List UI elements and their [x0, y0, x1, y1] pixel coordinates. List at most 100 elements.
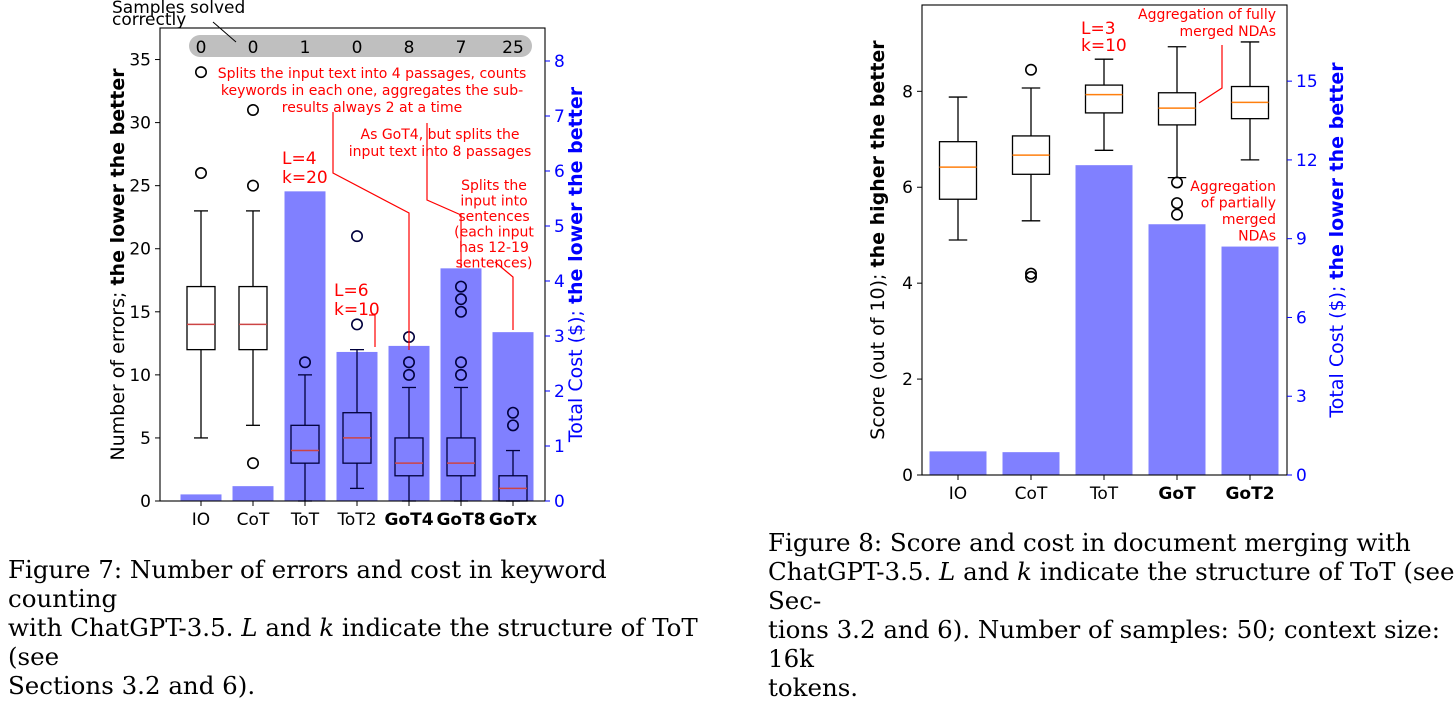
fig8-cost-bar	[1221, 246, 1279, 475]
fig8-x-tick-label: GoT	[1158, 484, 1196, 504]
fig7-x-tick-label: ToT2	[336, 510, 376, 530]
fig7-outlier	[402, 356, 415, 369]
fig8-outlier	[1025, 267, 1038, 280]
annotation-line: input into	[460, 194, 527, 210]
fig7-outlier	[506, 406, 519, 419]
annotation-line: sentences)	[456, 256, 533, 272]
fig7-left-axis-label: Number of errors; the lower the better	[107, 68, 129, 461]
fig7-outlier	[247, 179, 260, 192]
annotation-line: results always 2 at a time	[282, 100, 462, 116]
fig7-cost-bar	[180, 494, 222, 501]
fig7-outlier	[454, 368, 467, 381]
fig7-left-tick-label: 25	[129, 177, 151, 197]
fig7-right-tick-label: 8	[554, 52, 565, 72]
fig8-outlier	[1171, 197, 1184, 210]
fig8-right-tick-label: 15	[1296, 72, 1318, 92]
fig7-right-tick-label: 7	[554, 107, 565, 127]
fig8-right-tick-label: 12	[1296, 151, 1318, 171]
fig8-right-tick-label: 0	[1296, 466, 1307, 486]
fig7-outlier	[454, 293, 467, 306]
fig8-outlier	[1025, 63, 1038, 76]
tot-structure-label: k=10	[334, 300, 380, 320]
got4-pointer	[332, 112, 410, 350]
fig7-outlier	[195, 167, 208, 180]
fig7-outlier	[402, 368, 415, 381]
annotation-line: (each input	[454, 225, 534, 241]
fig7-outlier	[247, 103, 260, 116]
fig7-right-tick-label: 5	[554, 217, 565, 237]
fig7-outlier	[454, 280, 467, 293]
fig7-outlier	[350, 318, 363, 331]
got8-pointer	[426, 123, 462, 268]
fig8-cost-bar	[1002, 452, 1060, 475]
caption-7-line-3: Sections 3.2 and 6).	[8, 671, 256, 700]
fig7-outlier	[506, 419, 519, 432]
fig8-outlier	[1171, 176, 1184, 189]
tot-structure-label: k=20	[282, 168, 328, 188]
annotation-line: merged NDAs	[1180, 24, 1276, 40]
gotx-pointer	[494, 261, 514, 330]
annotation-line: Splits the	[461, 178, 527, 194]
caption-figure-7: Figure 7: Number of errors and cost in k…	[8, 555, 698, 700]
caption-7-line-2-pre: with ChatGPT-3.5.	[8, 613, 242, 642]
fig7-outlier	[350, 230, 363, 243]
fig7-outlier	[195, 66, 208, 79]
caption-8-and: and	[955, 557, 1017, 586]
tot-structure-label: k=10	[1081, 36, 1127, 56]
samples-solved-band	[189, 35, 532, 57]
fig7-box	[394, 437, 424, 477]
fig7-left-tick-label: 30	[129, 114, 151, 134]
fig7-left-tick-label: 15	[129, 303, 151, 323]
samples-label-line-1: Samples solved	[112, 0, 245, 18]
tot-structure-label: L=3	[1081, 19, 1116, 39]
fig8-left-tick-label: 6	[902, 178, 913, 198]
fig7-right-tick-label: 3	[554, 327, 565, 347]
fig8-cost-bar	[1148, 224, 1206, 475]
fig7-right-tick-label: 0	[554, 492, 565, 512]
fig8-outlier	[1171, 208, 1184, 221]
annotation-line: sentences	[458, 209, 529, 225]
caption-8-line-1: Figure 8: Score and cost in document mer…	[768, 528, 1411, 557]
fig7-x-tick-label: GoTx	[489, 510, 537, 530]
tot-structure-label: L=4	[282, 149, 317, 169]
fig7-right-tick-label: 2	[554, 382, 565, 402]
fig7-box	[238, 285, 268, 351]
fig8-left-tick-label: 8	[902, 82, 913, 102]
fig7-x-tick-label: ToT	[290, 510, 320, 530]
fig8-x-tick-label: ToT	[1089, 484, 1119, 504]
tot2-pointer	[369, 314, 376, 347]
caption-8-L: L	[939, 557, 956, 586]
annotation-line: As GoT4, but splits the	[361, 127, 520, 143]
samples-solved-value: 0	[196, 38, 207, 58]
fig7-right-tick-label: 4	[554, 272, 565, 292]
tot-structure-label: L=6	[334, 281, 369, 301]
fig7-frame	[159, 27, 546, 502]
fig7-left-tick-label: 5	[140, 429, 151, 449]
fig8-left-tick-label: 4	[902, 274, 913, 294]
fig8-right-tick-label: 9	[1296, 230, 1307, 250]
fig7-right-tick-label: 6	[554, 162, 565, 182]
fig8-chart: 0 2 4 6 8 0 3 6 9 12 15 IO CoT ToT GoT GoT2 Score (out o…	[867, 4, 1348, 504]
fig7-x-tick-label: GoT4	[384, 510, 433, 530]
annotation-line: has 12-19	[459, 240, 529, 256]
annotation-line: keywords in each one, aggregates the sub…	[221, 83, 523, 99]
fig7-x-tick-label: CoT	[237, 510, 270, 530]
annotation-line: NDAs	[1238, 229, 1276, 245]
samples-label-line-2: correctly	[112, 10, 186, 30]
fig8-right-tick-label: 3	[1296, 387, 1307, 407]
annotation-line: merged	[1222, 212, 1276, 228]
fig8-left-tick-label: 0	[902, 466, 913, 486]
caption-7-L: L	[241, 613, 258, 642]
fig8-box	[1084, 84, 1124, 114]
samples-label-pointer	[212, 21, 237, 43]
caption-7-and: and	[257, 613, 320, 642]
fig8-x-tick-label: GoT2	[1225, 484, 1274, 504]
fig8-x-tick-label: CoT	[1015, 484, 1048, 504]
annotation-line: Aggregation	[1190, 179, 1276, 195]
caption-8-line-4: tokens.	[768, 673, 859, 702]
fig7-left-tick-label: 10	[129, 366, 151, 386]
caption-7-k: k	[319, 613, 335, 642]
